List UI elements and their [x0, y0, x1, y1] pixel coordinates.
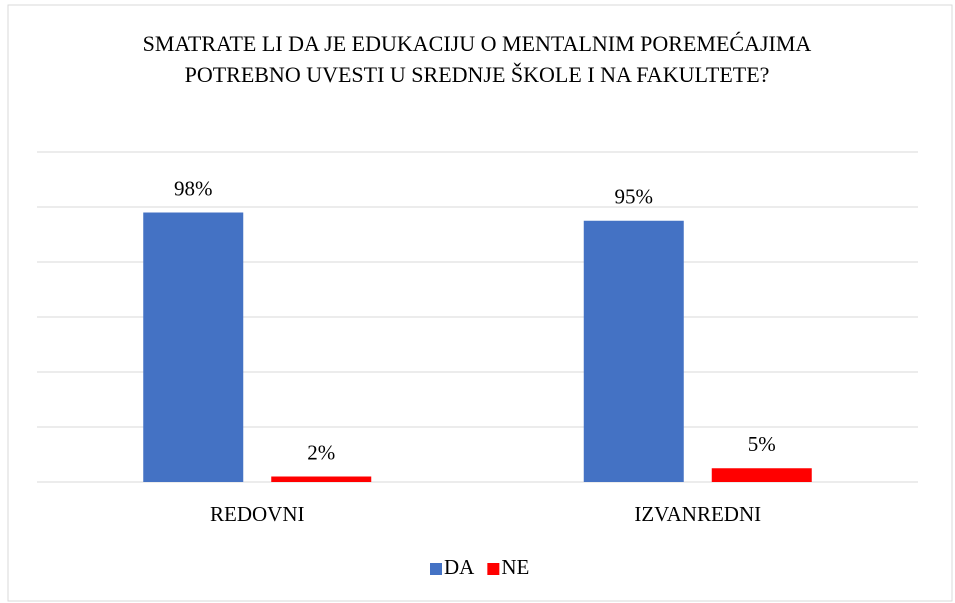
bar: [583, 220, 684, 482]
bar: [143, 212, 244, 482]
bar: [711, 468, 812, 482]
chart-title: SMATRATE LI DA JE EDUKACIJU O MENTALNIM …: [142, 31, 812, 87]
x-tick-label: IZVANREDNI: [634, 502, 761, 526]
legend-label: NE: [501, 555, 529, 579]
data-label: 2%: [307, 440, 335, 464]
legend-swatch: [430, 563, 442, 575]
bar: [271, 476, 372, 482]
data-label: 95%: [615, 185, 654, 209]
data-label: 98%: [174, 176, 213, 200]
x-tick-label: REDOVNI: [210, 502, 305, 526]
data-label: 5%: [748, 432, 776, 456]
legend-swatch: [487, 563, 500, 575]
chart-frame: [7, 4, 953, 602]
legend-label: DA: [444, 555, 475, 579]
